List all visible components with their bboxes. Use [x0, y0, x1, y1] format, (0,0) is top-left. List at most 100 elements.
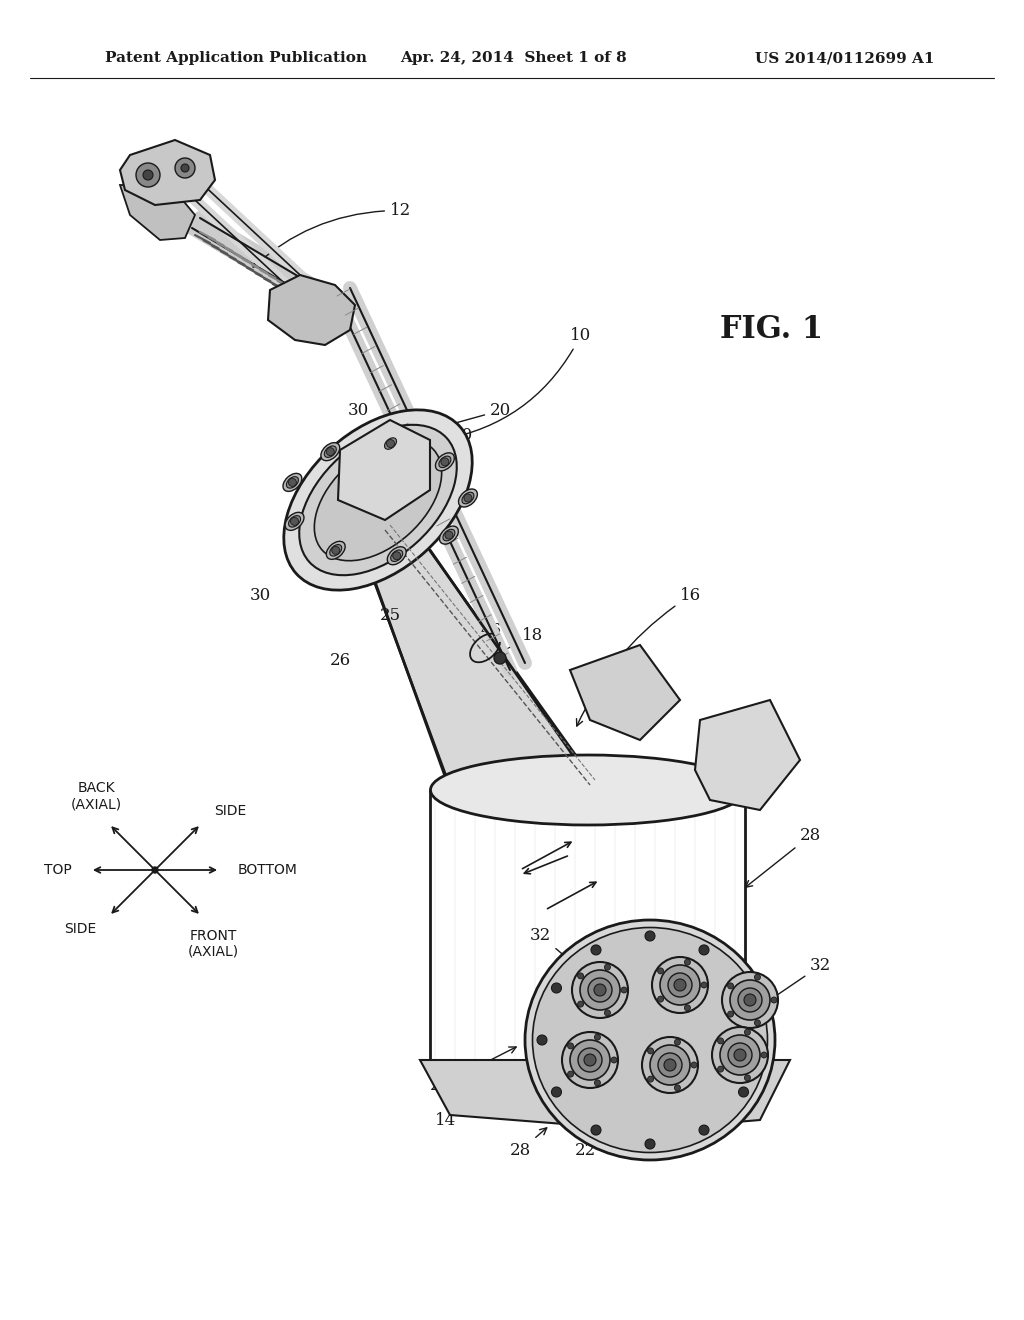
- Circle shape: [291, 517, 299, 525]
- Circle shape: [744, 994, 756, 1006]
- Ellipse shape: [327, 541, 345, 560]
- Circle shape: [712, 1027, 768, 1082]
- Text: 18: 18: [499, 627, 544, 653]
- Circle shape: [744, 1030, 751, 1035]
- Polygon shape: [368, 548, 592, 792]
- Text: SIDE: SIDE: [65, 921, 96, 936]
- Circle shape: [684, 1005, 690, 1011]
- Text: 46: 46: [480, 622, 501, 639]
- Ellipse shape: [387, 546, 407, 565]
- Circle shape: [494, 652, 506, 664]
- Circle shape: [136, 162, 160, 187]
- Circle shape: [647, 1048, 653, 1053]
- Circle shape: [674, 979, 686, 991]
- Text: 22: 22: [575, 1114, 612, 1159]
- Text: TOP: TOP: [44, 863, 72, 876]
- Circle shape: [699, 1125, 709, 1135]
- Circle shape: [327, 447, 334, 455]
- Circle shape: [578, 1001, 584, 1007]
- Ellipse shape: [283, 474, 302, 491]
- Text: 26: 26: [360, 442, 381, 459]
- Text: BACK
(AXIAL): BACK (AXIAL): [71, 781, 122, 812]
- Ellipse shape: [439, 457, 451, 467]
- Ellipse shape: [430, 755, 745, 825]
- Ellipse shape: [435, 453, 455, 471]
- Circle shape: [562, 1032, 618, 1088]
- Ellipse shape: [299, 425, 457, 576]
- Circle shape: [675, 1085, 680, 1090]
- Text: 14: 14: [435, 1097, 476, 1129]
- Ellipse shape: [289, 516, 301, 527]
- Circle shape: [652, 957, 708, 1012]
- Circle shape: [738, 1086, 749, 1097]
- Circle shape: [684, 960, 690, 965]
- Circle shape: [591, 945, 601, 954]
- Polygon shape: [695, 700, 800, 810]
- Ellipse shape: [287, 477, 298, 488]
- Circle shape: [621, 987, 627, 993]
- Circle shape: [761, 1052, 767, 1059]
- Text: US 2014/0112699 A1: US 2014/0112699 A1: [755, 51, 935, 65]
- Circle shape: [332, 546, 340, 554]
- Circle shape: [753, 1035, 763, 1045]
- Ellipse shape: [443, 529, 455, 541]
- Circle shape: [657, 997, 664, 1002]
- Text: FRONT
(AXIAL): FRONT (AXIAL): [188, 929, 240, 958]
- Circle shape: [718, 1067, 724, 1072]
- Circle shape: [730, 979, 770, 1020]
- Circle shape: [289, 478, 296, 486]
- Circle shape: [181, 164, 189, 172]
- Circle shape: [744, 1074, 751, 1081]
- Text: 25: 25: [380, 607, 401, 624]
- Circle shape: [755, 974, 761, 981]
- Circle shape: [537, 1035, 547, 1045]
- Circle shape: [441, 458, 449, 466]
- Text: 16: 16: [577, 587, 701, 726]
- Circle shape: [604, 964, 610, 970]
- Circle shape: [701, 982, 707, 987]
- Circle shape: [664, 1059, 676, 1071]
- Circle shape: [464, 494, 472, 502]
- Text: BOTTOM: BOTTOM: [238, 863, 298, 876]
- Polygon shape: [120, 185, 195, 240]
- Circle shape: [728, 983, 733, 989]
- Circle shape: [393, 552, 400, 560]
- Ellipse shape: [462, 492, 474, 504]
- Circle shape: [584, 1053, 596, 1067]
- Polygon shape: [338, 420, 430, 520]
- Circle shape: [567, 1043, 573, 1049]
- Ellipse shape: [330, 545, 342, 556]
- Circle shape: [591, 1125, 601, 1135]
- Circle shape: [657, 968, 664, 974]
- Ellipse shape: [325, 446, 336, 458]
- Text: Apr. 24, 2014  Sheet 1 of 8: Apr. 24, 2014 Sheet 1 of 8: [400, 51, 627, 65]
- Text: 30: 30: [348, 403, 370, 418]
- Circle shape: [572, 962, 628, 1018]
- Text: 24: 24: [430, 1047, 516, 1094]
- Polygon shape: [120, 140, 215, 205]
- Ellipse shape: [439, 527, 459, 544]
- Text: 10: 10: [444, 327, 591, 441]
- Ellipse shape: [381, 434, 400, 453]
- Polygon shape: [268, 275, 355, 345]
- Circle shape: [578, 973, 584, 979]
- Circle shape: [570, 1040, 610, 1080]
- Ellipse shape: [525, 920, 775, 1160]
- Text: SIDE: SIDE: [214, 804, 246, 818]
- Circle shape: [718, 1038, 724, 1044]
- Circle shape: [552, 1086, 561, 1097]
- Circle shape: [660, 965, 700, 1005]
- Ellipse shape: [459, 488, 477, 507]
- Circle shape: [386, 440, 394, 447]
- Ellipse shape: [391, 550, 402, 561]
- Text: 28: 28: [510, 1127, 547, 1159]
- Circle shape: [771, 997, 777, 1003]
- Circle shape: [444, 531, 453, 539]
- Circle shape: [738, 987, 762, 1012]
- Circle shape: [580, 970, 620, 1010]
- Circle shape: [734, 1049, 746, 1061]
- Text: Patent Application Publication: Patent Application Publication: [105, 51, 367, 65]
- Circle shape: [611, 1057, 617, 1063]
- Text: 32: 32: [762, 957, 831, 1006]
- Circle shape: [728, 1011, 733, 1018]
